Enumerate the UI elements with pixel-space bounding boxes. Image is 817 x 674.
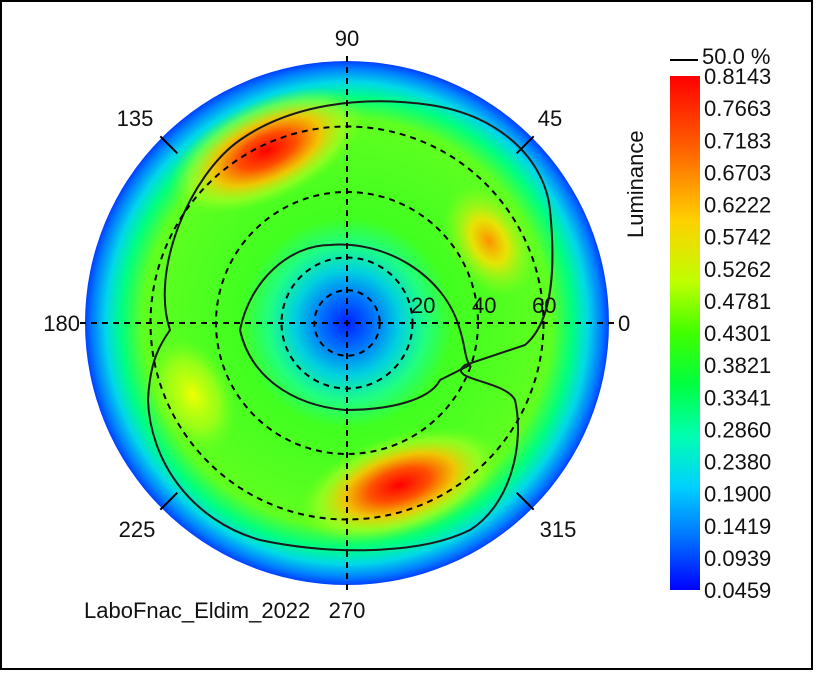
- colorbar-label: 0.1900: [704, 482, 771, 507]
- edge-tick-315: [515, 491, 535, 511]
- contour-legend-label: 50.0 %: [702, 44, 771, 69]
- edge-tick-135: [159, 135, 179, 155]
- edge-tick-45: [515, 135, 535, 155]
- colorbar-label: 0.7183: [704, 128, 771, 153]
- edge-ticks: [159, 135, 535, 511]
- hotspot-0: [169, 87, 365, 215]
- colorbar-label: 0.0939: [704, 546, 771, 571]
- colorbar-label: 0.4781: [704, 289, 771, 314]
- colorbar-label: 0.3341: [704, 385, 771, 410]
- colorbar-label: 0.0459: [704, 578, 771, 603]
- contour-outer: [146, 100, 554, 552]
- angle-label-45: 45: [538, 106, 562, 131]
- angle-label-90: 90: [335, 26, 359, 51]
- colorbar-label: 0.6222: [704, 193, 771, 218]
- colorbar-label: 0.5262: [704, 257, 771, 282]
- angle-label-180: 180: [43, 311, 80, 336]
- angle-label-225: 225: [119, 517, 156, 542]
- colorbar-label: 0.8143: [704, 64, 771, 89]
- radial-label-40: 40: [472, 293, 496, 318]
- colorbar-label: 0.2860: [704, 417, 771, 442]
- colorbar-label: 0.4301: [704, 321, 771, 346]
- colorbar-label: 0.2380: [704, 450, 771, 475]
- source-label: LaboFnac_Eldim_2022: [84, 598, 310, 623]
- radial-label-20: 20: [411, 293, 435, 318]
- angle-label-315: 315: [540, 517, 577, 542]
- angle-label-0: 0: [618, 311, 630, 336]
- contour-inner: [238, 243, 472, 412]
- contour-lines: [146, 100, 554, 552]
- angle-label-270: 270: [329, 598, 366, 623]
- angle-label-135: 135: [117, 106, 154, 131]
- hotspot-1: [298, 427, 501, 543]
- hotspot-3: [148, 338, 237, 452]
- colorbar-labels: 0.8143 0.7663 0.7183 0.6703 0.6222 0.5742 0.52…: [704, 64, 771, 603]
- colorbar: [670, 76, 700, 590]
- colorbar-label: 0.5742: [704, 225, 771, 250]
- colorbar-label: 0.1419: [704, 514, 771, 539]
- polar-grid: [80, 56, 614, 590]
- radial-label-60: 60: [532, 293, 556, 318]
- colorbar-label: 0.6703: [704, 160, 771, 185]
- colorbar-label: 0.7663: [704, 96, 771, 121]
- colorbar-title: Luminance: [623, 130, 648, 238]
- edge-tick-225: [159, 491, 179, 511]
- colorbar-label: 0.3821: [704, 353, 771, 378]
- hotspot-2: [442, 185, 535, 297]
- hotspot-layer: [148, 87, 535, 543]
